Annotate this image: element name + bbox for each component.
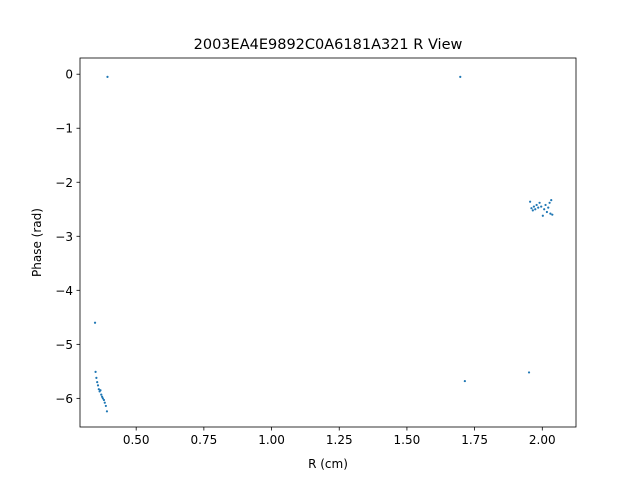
data-point — [95, 376, 98, 379]
data-point — [106, 75, 109, 79]
data-point — [103, 401, 106, 404]
x-tick-label: 0.50 — [123, 433, 150, 447]
data-point — [537, 206, 540, 209]
chart-title: 2003EA4E9892C0A6181A321 R View — [194, 37, 463, 53]
data-point — [105, 410, 109, 413]
data-point — [529, 200, 532, 203]
y-tick-label: −1 — [55, 122, 73, 136]
data-point — [94, 370, 97, 373]
data-point — [531, 209, 534, 212]
data-point — [104, 404, 107, 408]
points-layer — [93, 75, 554, 413]
data-point — [538, 201, 541, 204]
data-point — [550, 198, 553, 202]
x-tick-label: 1.75 — [461, 433, 488, 447]
data-point — [527, 371, 531, 374]
data-point — [549, 212, 552, 215]
data-point — [548, 201, 551, 204]
data-point — [463, 379, 466, 383]
data-point — [93, 321, 97, 324]
data-point — [535, 203, 538, 207]
x-axis: 0.50 0.75 1.00 1.25 1.50 1.75 2.00 — [123, 427, 556, 447]
data-point — [97, 388, 100, 391]
x-tick-label: 0.75 — [191, 433, 218, 447]
y-tick-label: −6 — [55, 392, 73, 406]
y-tick-label: −5 — [55, 338, 73, 352]
data-point — [101, 397, 104, 400]
x-tick-label: 1.50 — [394, 433, 421, 447]
data-point — [100, 393, 103, 396]
data-point — [543, 208, 546, 211]
y-tick-label: −3 — [55, 230, 73, 244]
y-tick-label: −2 — [55, 176, 73, 190]
data-point — [100, 395, 104, 398]
data-point — [545, 210, 549, 214]
data-point — [544, 203, 547, 207]
x-tick-label: 1.00 — [258, 433, 285, 447]
data-point — [99, 389, 102, 392]
data-point — [532, 205, 536, 208]
data-point — [547, 206, 550, 209]
x-tick-label: 2.00 — [529, 433, 556, 447]
data-point — [96, 384, 100, 387]
data-point — [530, 207, 533, 210]
y-tick-label: −4 — [55, 284, 73, 298]
y-axis: 0 −1 −2 −3 −4 −5 −6 — [55, 68, 80, 406]
plot-area — [80, 58, 576, 427]
data-point — [540, 205, 543, 208]
data-point — [102, 398, 106, 402]
data-point — [541, 214, 544, 217]
x-tick-label: 1.25 — [326, 433, 353, 447]
data-point — [459, 75, 462, 79]
data-point — [534, 208, 537, 211]
data-point — [551, 213, 554, 216]
y-tick-label: 0 — [65, 68, 73, 82]
y-axis-label: Phase (rad) — [30, 208, 44, 277]
x-axis-label: R (cm) — [308, 457, 348, 471]
plot-frame — [79, 57, 577, 428]
data-point — [96, 381, 99, 384]
